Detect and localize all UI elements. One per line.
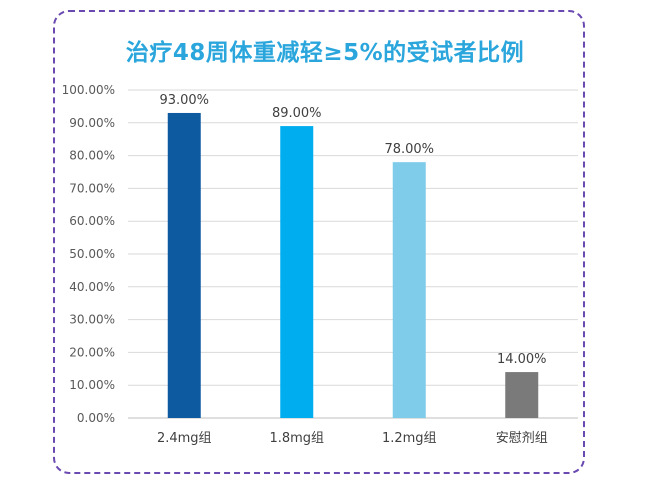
x-tick-label: 安慰剂组	[496, 431, 548, 446]
y-tick-label: 60.00%	[69, 214, 115, 228]
bar	[280, 126, 314, 418]
bar	[505, 372, 539, 418]
y-tick-label: 100.00%	[62, 83, 115, 97]
bar	[167, 112, 201, 419]
y-tick-label: 40.00%	[69, 280, 115, 294]
y-tick-label: 90.00%	[69, 116, 115, 130]
data-label: 89.00%	[272, 106, 322, 121]
data-label: 14.00%	[497, 352, 547, 367]
y-tick-label: 0.00%	[77, 411, 115, 425]
y-tick-label: 10.00%	[69, 378, 115, 392]
x-tick-label: 2.4mg组	[157, 431, 212, 446]
y-tick-label: 70.00%	[69, 181, 115, 195]
chart-frame	[53, 10, 585, 474]
bar	[392, 162, 426, 418]
y-tick-label: 30.00%	[69, 313, 115, 327]
x-tick-label: 1.2mg组	[382, 431, 437, 446]
y-tick-label: 50.00%	[69, 247, 115, 261]
data-label: 93.00%	[159, 93, 209, 108]
data-label: 78.00%	[384, 142, 434, 157]
chart-title: 治疗48周体重减轻≥5%的受试者比例	[125, 40, 525, 66]
y-tick-label: 80.00%	[69, 149, 115, 163]
y-tick-label: 20.00%	[69, 345, 115, 359]
x-tick-label: 1.8mg组	[269, 431, 324, 446]
